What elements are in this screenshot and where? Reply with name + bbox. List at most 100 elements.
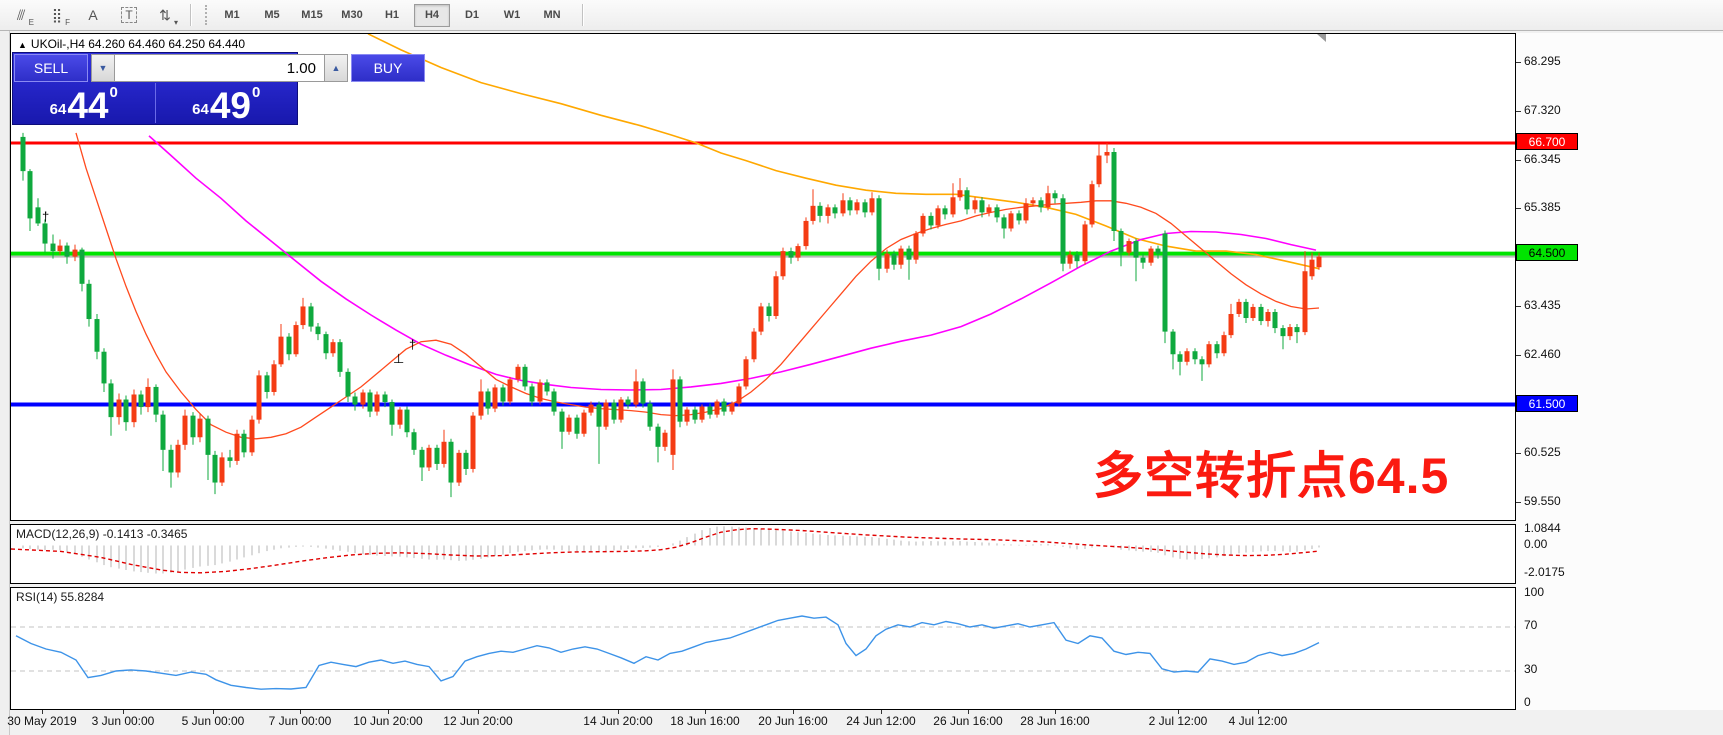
time-tick-label: 20 Jun 16:00 <box>758 714 828 728</box>
time-tick-label: 12 Jun 20:00 <box>443 714 513 728</box>
price-tick <box>1516 306 1521 308</box>
chart-object-marker-icon[interactable]: † <box>42 209 50 224</box>
sell-price-sup: 0 <box>109 84 118 101</box>
time-tick-label: 30 May 2019 <box>7 714 77 728</box>
price-tick-label: 67.320 <box>1524 102 1561 117</box>
time-tick-label: 28 Jun 16:00 <box>1020 714 1090 728</box>
chart-annotation-text: 多空转折点64.5 <box>1093 448 1450 504</box>
price-tick <box>1516 208 1521 210</box>
macd-axis-label: 0.00 <box>1524 536 1548 551</box>
symbol-header: ▲ UKOil-,H4 64.260 64.460 64.250 64.440 <box>18 37 245 51</box>
volume-down-button[interactable]: ▼ <box>91 54 115 82</box>
price-line-badge: 61.500 <box>1516 394 1578 412</box>
price-tick <box>1516 452 1521 454</box>
chart-object-marker-icon[interactable]: † <box>409 337 417 352</box>
chart-shift-marker-icon[interactable] <box>1317 34 1326 42</box>
price-axis[interactable]: 68.295 67.320 66.345 65.385 63.435 62.460 60.5… <box>1516 33 1723 710</box>
price-tick <box>1516 159 1521 161</box>
time-tick <box>388 710 389 714</box>
time-tick <box>213 710 214 714</box>
timeframe-buttons: M1 M5 M15 M30 H1 H4 D1 W1 MN <box>212 3 572 27</box>
timeframe-M15[interactable]: M15 <box>301 8 323 21</box>
time-tick <box>300 710 301 714</box>
rsi-label: RSI(14) 55.8284 <box>16 590 105 604</box>
price-tick-label: 62.460 <box>1524 347 1561 362</box>
volume-up-button[interactable]: ▲ <box>324 54 348 82</box>
time-tick <box>881 710 882 714</box>
rsi-axis-label: 100 <box>1524 585 1545 599</box>
arrows-icon-icon[interactable]: ⇅ ▾ <box>159 6 178 28</box>
time-tick-label: 26 Jun 16:00 <box>933 714 1003 728</box>
rsi-panel[interactable]: RSI(14) 55.8284 <box>10 587 1516 710</box>
timeframe-H4[interactable]: H4 <box>414 3 450 27</box>
sell-price-small: 64 <box>49 101 67 118</box>
time-tick <box>478 710 479 714</box>
one-click-trade-panel: SELL ▼ ▲ BUY 64 44 0 64 49 0 <box>12 52 425 126</box>
timeframe-H1[interactable]: H1 <box>384 8 400 21</box>
time-tick <box>1258 710 1259 714</box>
rsi-axis-label: 70 <box>1524 618 1538 632</box>
time-tick-label: 18 Jun 16:00 <box>670 714 740 728</box>
buy-price-small: 64 <box>192 101 209 118</box>
sell-price-display[interactable]: 64 44 0 <box>13 83 156 126</box>
timeframe-M30[interactable]: M30 <box>341 8 363 21</box>
price-tick-label: 66.345 <box>1524 151 1561 166</box>
time-tick-label: 7 Jun 00:00 <box>268 714 332 728</box>
text-box-icon-icon[interactable]: T <box>114 3 144 27</box>
price-tick <box>1516 110 1521 112</box>
time-tick <box>42 710 43 714</box>
price-tick-label: 59.550 <box>1524 493 1561 508</box>
candlestick-chart <box>11 34 1515 498</box>
time-tick-label: 10 Jun 20:00 <box>353 714 423 728</box>
volume-input[interactable] <box>115 54 324 82</box>
time-tick <box>705 710 706 714</box>
timeframe-D1[interactable]: D1 <box>464 8 480 21</box>
timeframe-MN[interactable]: MN <box>543 8 561 21</box>
rsi-axis-label: 30 <box>1524 662 1538 676</box>
price-tick-label: 60.525 <box>1524 444 1561 459</box>
rsi-axis-label: 0 <box>1524 695 1531 709</box>
macd-chart <box>11 526 1320 574</box>
sell-button[interactable]: SELL <box>14 54 88 82</box>
fibonacci-grid-icon-icon[interactable]: ⣿ F <box>51 6 70 28</box>
timeframe-M1[interactable]: M1 <box>224 8 240 21</box>
time-tick-label: 3 Jun 00:00 <box>91 714 155 728</box>
toolbar-separator-2 <box>582 4 583 26</box>
symbol-ohlc-text: UKOil-,H4 64.260 64.460 64.250 64.440 <box>30 37 246 51</box>
price-line-badge: 66.700 <box>1516 132 1578 150</box>
timeframe-W1[interactable]: W1 <box>503 8 521 21</box>
time-tick-label: 14 Jun 20:00 <box>583 714 653 728</box>
time-tick <box>618 710 619 714</box>
price-tick-label: 63.435 <box>1524 298 1561 313</box>
time-tick <box>793 710 794 714</box>
left-edge-strip <box>0 31 10 735</box>
macd-panel[interactable]: MACD(12,26,9) -0.1413 -0.3465 <box>10 524 1516 584</box>
rsi-chart <box>11 615 1515 690</box>
buy-price-sup: 0 <box>252 84 261 101</box>
draw-lines-icon-icon[interactable]: ⫻ E <box>16 6 34 28</box>
price-tick <box>1516 355 1521 357</box>
text-label-icon-icon[interactable]: A <box>88 7 98 23</box>
buy-price-display[interactable]: 64 49 0 <box>156 83 298 124</box>
price-tick-label: 65.385 <box>1524 200 1561 215</box>
price-line-badge: 64.500 <box>1516 243 1578 261</box>
price-tick-label: 68.295 <box>1524 53 1561 68</box>
time-tick <box>968 710 969 714</box>
time-tick <box>1055 710 1056 714</box>
timeframe-M5[interactable]: M5 <box>264 8 280 21</box>
time-tick-label: 5 Jun 00:00 <box>181 714 245 728</box>
macd-axis-label: 1.0844 <box>1524 521 1561 536</box>
toolbar-grip <box>205 5 212 25</box>
sell-price-big: 44 <box>67 84 109 126</box>
time-tick <box>123 710 124 714</box>
collapse-arrow-icon[interactable]: ▲ <box>18 40 27 50</box>
price-tick <box>1516 501 1521 503</box>
main-chart-panel[interactable] <box>10 33 1516 521</box>
toolbar-separator <box>190 4 191 26</box>
time-axis[interactable]: 30 May 2019 3 Jun 00:00 5 Jun 00:00 7 Jun 0… <box>7 710 1516 732</box>
price-tick <box>1516 61 1521 63</box>
chart-object-marker-icon[interactable]: ⊥ <box>393 351 405 366</box>
buy-button[interactable]: BUY <box>351 54 425 82</box>
macd-label: MACD(12,26,9) -0.1413 -0.3465 <box>16 527 188 541</box>
